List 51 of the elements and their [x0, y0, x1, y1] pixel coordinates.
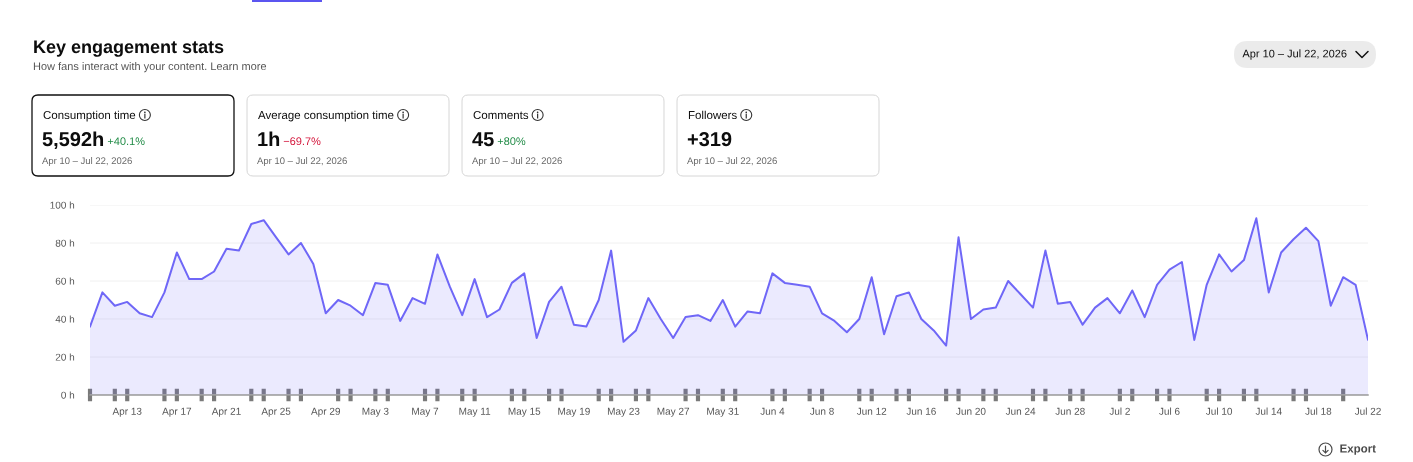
text: Apr 10 – Jul 22, 2026	[472, 157, 562, 166]
text: +319	[687, 132, 732, 147]
text: Followers	[688, 110, 737, 120]
y-tick-label: 20 h	[55, 353, 75, 361]
text: Apr 10 – Jul 22, 2026	[257, 157, 347, 166]
text: Key engagement stats	[34, 40, 224, 57]
text: How fans interact with your content. Learn more	[33, 62, 267, 73]
x-tick-label: Apr 29	[311, 407, 341, 417]
x-tick-label: Jul 22	[1354, 407, 1381, 415]
x-tick-label: Jun 8	[809, 407, 834, 415]
x-tick-label: May 3	[362, 407, 389, 417]
x-tick-label: May 23	[607, 407, 640, 417]
text: 5,592h	[42, 131, 104, 150]
y-tick-label: 40 h	[55, 315, 75, 323]
text: +40.1%	[107, 137, 145, 146]
x-tick-label: Jul 6	[1159, 407, 1180, 415]
x-tick-label: Apr 21	[211, 407, 241, 417]
x-tick-label: Jun 16	[906, 407, 936, 415]
x-tick-label: May 11	[459, 407, 491, 417]
x-tick-label: Apr 17	[162, 407, 192, 417]
x-tick-label: May 31	[707, 407, 739, 417]
x-tick-label: Jul 18	[1305, 407, 1332, 415]
x-tick-label: Jul 14	[1255, 407, 1282, 415]
text: Export	[1340, 444, 1376, 455]
text: Average consumption time	[258, 110, 394, 122]
x-tick-label: May 15	[508, 407, 541, 417]
x-tick-label: May 19	[558, 407, 590, 417]
y-tick-label: 0 h	[61, 391, 75, 399]
text: 45	[472, 132, 494, 147]
y-tick-label: 80 h	[55, 239, 75, 247]
text: Apr 10 – Jul 22, 2026	[687, 157, 777, 166]
text: Apr 10 – Jul 22, 2026	[42, 157, 132, 166]
text: −69.7%	[283, 137, 321, 146]
text: Consumption time	[43, 110, 136, 122]
x-tick-label: Jun 12	[856, 407, 887, 415]
x-tick-label: Jun 20	[956, 407, 986, 415]
x-tick-label: Jun 28	[1055, 407, 1085, 415]
text: Apr 10 – Jul 22, 2026	[1242, 49, 1347, 60]
text: +80%	[497, 137, 526, 146]
x-tick-label: May 7	[412, 407, 439, 417]
x-tick-label: Apr 25	[261, 407, 291, 417]
x-tick-label: Jul 10	[1205, 407, 1233, 415]
x-tick-label: Jun 24	[1005, 407, 1036, 415]
y-tick-label: 100 h	[50, 201, 75, 209]
text: Comments	[473, 110, 529, 120]
x-tick-label: Jun 4	[760, 407, 785, 415]
x-tick-label: Apr 13	[112, 407, 142, 417]
x-tick-label: Jul 2	[1109, 407, 1130, 415]
x-tick-label: May 27	[657, 407, 690, 417]
text: 1h	[258, 131, 280, 146]
y-tick-label: 60 h	[55, 277, 75, 285]
